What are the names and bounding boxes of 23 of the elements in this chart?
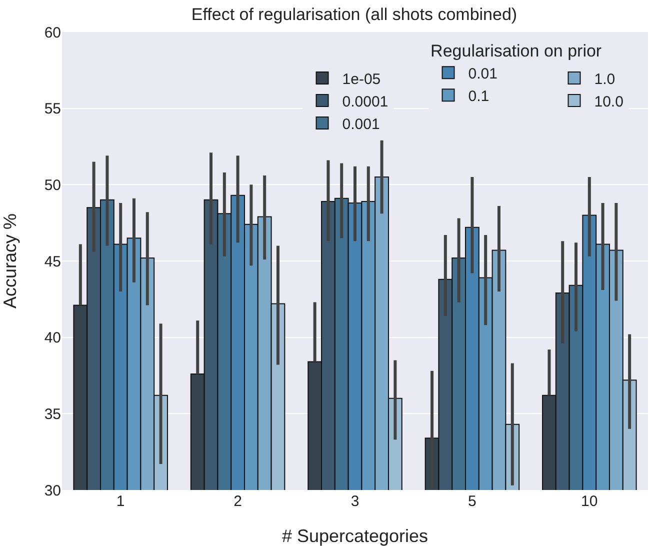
x-tick-label: 3 [350,493,360,510]
x-axis-title: # Supercategories [282,526,428,546]
y-axis-title: Accuracy % [0,213,20,309]
y-tick-label: 30 [44,482,61,500]
legend-label: 0.001 [342,116,380,133]
y-tick-label: 60 [44,24,61,42]
legend-label: 0.01 [468,65,498,82]
x-tick-label: 2 [234,493,242,510]
chart-title: Effect of regularisation (all shots combined) [191,5,518,24]
legend-label: 0.1 [468,88,490,105]
y-tick-label: 40 [44,330,61,347]
legend-label: 0.0001 [342,93,388,110]
y-tick-label: 50 [44,176,61,194]
y-tick-label: 55 [44,100,61,118]
legend-title: Regularisation on prior [430,41,602,60]
legend-label: 1e-05 [342,70,381,88]
y-tick-label: 45 [44,253,61,270]
y-tick-label: 35 [44,406,61,423]
x-tick-label: 1 [116,493,125,510]
legend-label: 1.0 [594,70,616,88]
x-tick-label: 10 [581,493,598,510]
x-tick-label: 5 [468,493,476,510]
legend-label: 10.0 [594,93,624,110]
